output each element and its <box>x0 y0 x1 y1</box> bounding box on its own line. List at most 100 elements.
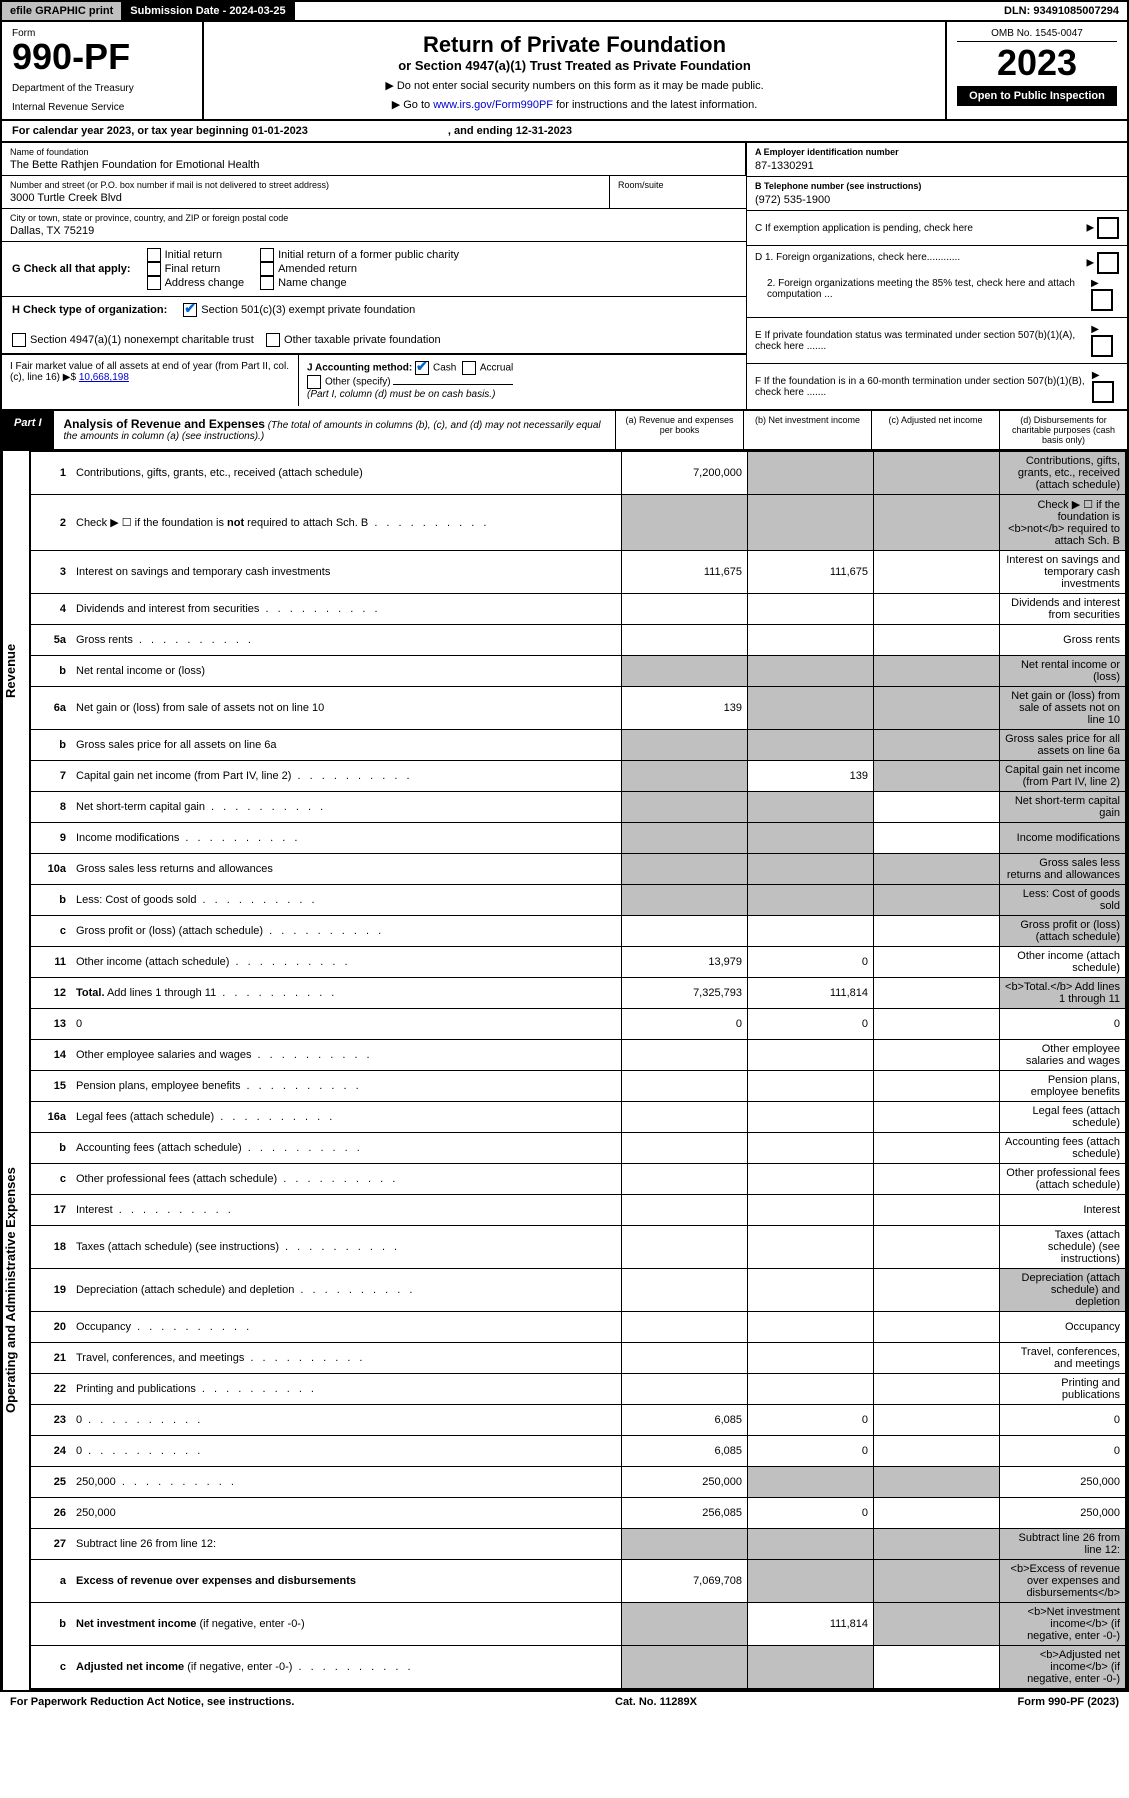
amt-c <box>874 1374 1000 1405</box>
line-desc: Contributions, gifts, grants, etc., rece… <box>71 452 622 495</box>
amt-a <box>622 656 748 687</box>
amt-b <box>748 1102 874 1133</box>
amt-a <box>622 1312 748 1343</box>
amt-c <box>874 1226 1000 1269</box>
amt-a: 111,675 <box>622 551 748 594</box>
line-desc: Capital gain net income (from Part IV, l… <box>71 761 622 792</box>
line-desc: Net gain or (loss) from sale of assets n… <box>71 687 622 730</box>
amt-c <box>874 1405 1000 1436</box>
amt-a: 7,200,000 <box>622 452 748 495</box>
cb-cash[interactable] <box>415 361 429 375</box>
line-desc: Interest on savings and temporary cash i… <box>71 551 622 594</box>
amt-c <box>874 495 1000 551</box>
amt-d: Other employee salaries and wages <box>1000 1040 1127 1071</box>
amt-d: Accounting fees (attach schedule) <box>1000 1133 1127 1164</box>
cb-e[interactable] <box>1091 335 1113 357</box>
cb-amended[interactable] <box>260 262 274 276</box>
line-desc: Subtract line 26 from line 12: <box>71 1529 622 1560</box>
section-h: H Check type of organization: Section 50… <box>2 297 746 354</box>
part1-body: Revenue Operating and Administrative Exp… <box>0 451 1129 1692</box>
amt-b <box>748 687 874 730</box>
revenue-side: Revenue <box>2 451 29 891</box>
cb-other-tax[interactable] <box>266 333 280 347</box>
amt-c <box>874 1312 1000 1343</box>
amt-b <box>748 656 874 687</box>
line-desc: Adjusted net income (if negative, enter … <box>71 1646 622 1690</box>
amt-b <box>748 1269 874 1312</box>
amt-a: 256,085 <box>622 1498 748 1529</box>
amt-b <box>748 1560 874 1603</box>
cb-other-acct[interactable] <box>307 375 321 389</box>
part1-title: Analysis of Revenue and Expenses <box>64 417 265 431</box>
amt-b <box>748 1226 874 1269</box>
amt-b: 139 <box>748 761 874 792</box>
f-text: F If the foundation is in a 60-month ter… <box>755 376 1092 398</box>
amt-c <box>874 1071 1000 1102</box>
part1-label: Part I <box>2 411 54 449</box>
line-desc: Other income (attach schedule) <box>71 947 622 978</box>
col-d: (d) Disbursements for charitable purpose… <box>999 411 1127 449</box>
amt-c <box>874 823 1000 854</box>
cb-f[interactable] <box>1092 381 1114 403</box>
line-desc: Gross sales less returns and allowances <box>71 854 622 885</box>
line-desc: Pension plans, employee benefits <box>71 1071 622 1102</box>
line-no: 2 <box>30 495 71 551</box>
cb-namechange[interactable] <box>260 276 274 290</box>
line-desc: Net investment income (if negative, ente… <box>71 1603 622 1646</box>
line-no: 17 <box>30 1195 71 1226</box>
amt-c <box>874 792 1000 823</box>
amt-d: Income modifications <box>1000 823 1127 854</box>
amt-c <box>874 1467 1000 1498</box>
col-a: (a) Revenue and expenses per books <box>615 411 743 449</box>
cb-d2[interactable] <box>1091 289 1113 311</box>
amt-d: 250,000 <box>1000 1467 1127 1498</box>
line-desc: Occupancy <box>71 1312 622 1343</box>
irs-link[interactable]: www.irs.gov/Form990PF <box>433 99 553 111</box>
amt-d: Gross profit or (loss) (attach schedule) <box>1000 916 1127 947</box>
line-no: 11 <box>30 947 71 978</box>
cb-final[interactable] <box>147 262 161 276</box>
cb-addrchange[interactable] <box>147 276 161 290</box>
amt-a: 13,979 <box>622 947 748 978</box>
amt-d: <b>Excess of revenue over expenses and d… <box>1000 1560 1127 1603</box>
amt-b <box>748 1071 874 1102</box>
line-no: 6a <box>30 687 71 730</box>
amt-c <box>874 1343 1000 1374</box>
line-desc: Interest <box>71 1195 622 1226</box>
cb-d1[interactable] <box>1097 252 1119 274</box>
line-desc: 250,000 <box>71 1498 622 1529</box>
form-number: 990-PF <box>12 39 192 75</box>
line-no: b <box>30 885 71 916</box>
amt-a: 250,000 <box>622 1467 748 1498</box>
cb-501c3[interactable] <box>183 303 197 317</box>
line-desc: 0 <box>71 1405 622 1436</box>
amt-a <box>622 1195 748 1226</box>
amt-d: <b>Adjusted net income</b> (if negative,… <box>1000 1646 1127 1690</box>
line-no: 13 <box>30 1009 71 1040</box>
amt-a <box>622 625 748 656</box>
line-no: a <box>30 1560 71 1603</box>
amt-d: 0 <box>1000 1405 1127 1436</box>
footer-left: For Paperwork Reduction Act Notice, see … <box>10 1696 294 1708</box>
amt-b: 0 <box>748 1436 874 1467</box>
amt-b <box>748 885 874 916</box>
line-no: 18 <box>30 1226 71 1269</box>
line-desc: 250,000 <box>71 1467 622 1498</box>
open-inspection: Open to Public Inspection <box>957 86 1117 106</box>
part1-header: Part I Analysis of Revenue and Expenses … <box>0 411 1129 451</box>
cb-c[interactable] <box>1097 217 1119 239</box>
amt-a <box>622 594 748 625</box>
amt-d: Check ▶ ☐ if the foundation is <b>not</b… <box>1000 495 1127 551</box>
line-no: 21 <box>30 1343 71 1374</box>
amt-a <box>622 730 748 761</box>
line-no: 14 <box>30 1040 71 1071</box>
amt-d: Occupancy <box>1000 1312 1127 1343</box>
cb-4947[interactable] <box>12 333 26 347</box>
line-no: 8 <box>30 792 71 823</box>
cb-initial-former[interactable] <box>260 248 274 262</box>
line-desc: Dividends and interest from securities <box>71 594 622 625</box>
amt-b <box>748 1312 874 1343</box>
cb-initial[interactable] <box>147 248 161 262</box>
cb-accrual[interactable] <box>462 361 476 375</box>
address: 3000 Turtle Creek Blvd <box>10 192 601 204</box>
